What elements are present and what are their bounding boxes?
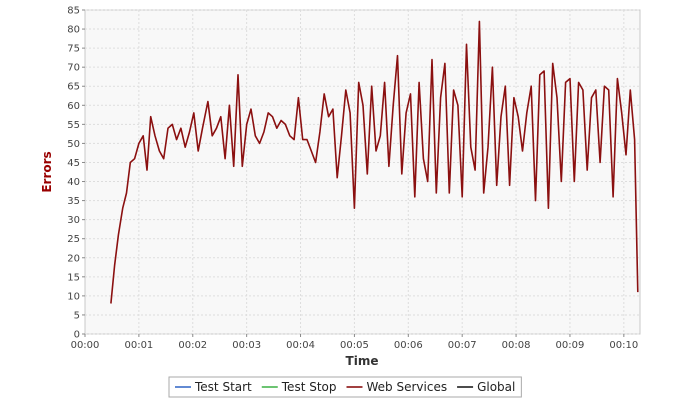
y-tick-label: 25 (67, 234, 80, 245)
series-layer (110, 20, 639, 304)
legend-item-test-stop[interactable]: Test Stop (281, 380, 337, 394)
y-tick-label: 65 (67, 82, 80, 93)
legend-item-web-services[interactable]: Web Services (367, 380, 448, 394)
y-tick-label: 5 (74, 310, 80, 321)
x-axis-ticks: 00:00 00:01 00:02 00:03 00:04 00:05 00:06 00:07… (71, 334, 638, 351)
y-tick-label: 50 (67, 139, 80, 150)
y-axis-title: Errors (40, 151, 54, 192)
x-tick-label: 00:04 (286, 340, 315, 351)
x-tick-label: 00:03 (232, 340, 261, 351)
x-tick-label: 00:06 (394, 340, 423, 351)
y-tick-label: 75 (67, 44, 80, 55)
legend-item-global[interactable]: Global (477, 380, 515, 394)
legend[interactable]: Test Start Test Stop Web Services Global (168, 376, 522, 398)
x-tick-label: 00:07 (448, 340, 477, 351)
y-tick-label: 85 (67, 6, 80, 17)
x-tick-label: 00:01 (124, 340, 153, 351)
y-tick-label: 10 (67, 291, 80, 302)
x-tick-label: 00:05 (340, 340, 369, 351)
series-line-web-services (110, 20, 639, 304)
y-tick-label: 80 (67, 25, 80, 36)
legend-box (168, 376, 522, 398)
plot-background (84, 9, 641, 335)
x-tick-label: 00:02 (178, 340, 207, 351)
y-tick-label: 45 (67, 158, 80, 169)
y-axis-ticks: 0 5 10 15 20 25 30 35 40 45 50 55 60 65 70 75 80 85 (67, 6, 85, 341)
x-axis-title: Time (346, 354, 379, 368)
y-tick-label: 60 (67, 101, 80, 112)
x-tick-label: 00:00 (71, 340, 100, 351)
y-tick-label: 20 (67, 253, 80, 264)
y-tick-label: 0 (74, 330, 80, 341)
y-tick-label: 30 (67, 215, 80, 226)
legend-item-test-start[interactable]: Test Start (194, 380, 252, 394)
y-tick-label: 15 (67, 272, 80, 283)
plot-area (84, 9, 641, 335)
grid-lines (85, 9, 640, 335)
x-tick-label: 00:08 (502, 340, 531, 351)
y-tick-label: 55 (67, 120, 80, 131)
x-tick-label: 00:10 (609, 340, 638, 351)
x-tick-label: 00:09 (556, 340, 585, 351)
y-tick-label: 70 (67, 63, 80, 74)
y-tick-label: 40 (67, 177, 80, 188)
y-tick-label: 35 (67, 196, 80, 207)
